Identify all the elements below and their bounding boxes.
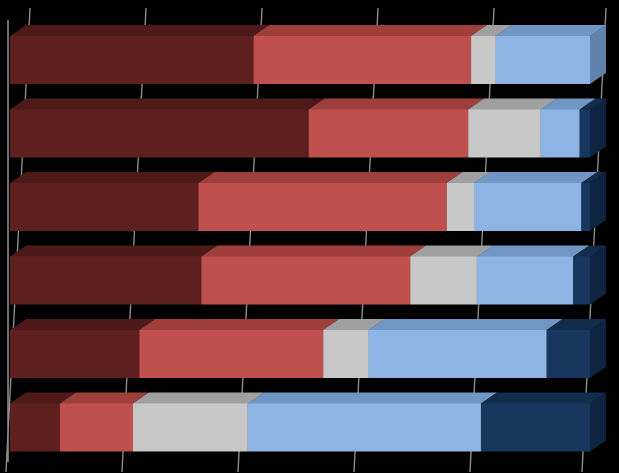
bar-top-s4-c5 [480,392,606,404]
bar-stack-3 [10,245,606,305]
bar-stack-5 [10,392,606,452]
bar-top-s1-c0 [253,25,488,36]
bar-segment-s1-c4 [139,330,324,378]
bar-top-s2-c1 [468,98,557,110]
bar-top-s1-c1 [308,98,485,110]
bar-top-s0-c0 [10,25,270,36]
bar-top-s1-c4 [139,319,340,330]
bar-segment-s3-c1 [540,109,580,158]
bar-top-s0-c4 [10,319,156,330]
bar-side-c2 [590,172,606,231]
bar-top-s0-c3 [10,245,218,257]
bar-top-s0-c1 [10,98,325,110]
bar-segment-s4-c2 [581,183,590,231]
bar-top-s3-c2 [474,172,598,183]
bar-side-c4 [590,319,606,378]
bar-segment-s3-c4 [368,330,547,378]
bar-top-s1-c3 [201,245,427,257]
bar-stacks [10,25,606,452]
grid-lines [5,7,607,473]
bar-side-c3 [590,245,606,305]
bar-segment-s1-c2 [198,183,447,231]
bar-top-s4-c1 [579,98,606,110]
bar-segment-s2-c5 [132,403,248,452]
bar-segment-s0-c0 [10,36,254,84]
bar-top-s2-c3 [410,245,493,257]
bar-top-s1-c2 [198,172,463,183]
bar-top-s3-c4 [368,319,563,330]
bar-top-s3-c0 [495,25,606,36]
bar-segment-s4-c5 [480,403,590,452]
bar-stack-4 [10,319,606,378]
bar-segment-s4-c1 [579,109,590,158]
bar-segment-s4-c3 [573,256,590,305]
bar-segment-s2-c2 [446,183,474,231]
bar-segment-s3-c0 [495,36,590,84]
bar-stack-2 [10,172,606,231]
bar-top-s2-c5 [132,392,264,404]
bar-segment-s1-c3 [201,256,411,305]
bar-top-s2-c0 [471,25,512,36]
bar-segment-s2-c0 [471,36,496,84]
bar-top-s4-c2 [581,172,606,183]
bar-segment-s0-c4 [10,330,140,378]
gridline-0 [5,7,31,473]
bar-segment-s0-c3 [10,256,202,305]
bar-stack-0 [10,25,606,84]
bar-segment-s3-c2 [474,183,582,231]
bar-segment-s3-c3 [476,256,574,305]
bar-top-s1-c5 [59,392,149,404]
bar-top-s2-c2 [446,172,490,183]
bar-segment-s2-c4 [323,330,369,378]
bar-top-s3-c1 [540,98,596,110]
bar-top-s2-c4 [323,319,385,330]
bar-top-s4-c4 [546,319,606,330]
bar-segment-s0-c2 [10,183,199,231]
bar-segment-s1-c5 [59,403,133,452]
bar-side-c1 [590,98,606,158]
bar-top-s0-c2 [10,172,215,183]
bar-segment-s3-c5 [247,403,481,452]
bar-segment-s2-c3 [410,256,477,305]
bar-stack-1 [10,98,606,158]
bar-segment-s4-c4 [546,330,590,378]
bar-segment-s1-c1 [308,109,469,158]
bar-segment-s0-c1 [10,109,309,158]
bar-top-s0-c5 [10,392,76,404]
bar-top-s3-c5 [247,392,497,404]
bar-segment-s2-c1 [468,109,541,158]
bar-side-c5 [590,392,606,452]
bar-segment-s0-c5 [10,403,60,452]
bar-top-s4-c3 [573,245,606,257]
bar-side-c0 [590,25,606,84]
bar-segment-s1-c0 [253,36,472,84]
bar-top-s3-c3 [476,245,590,257]
